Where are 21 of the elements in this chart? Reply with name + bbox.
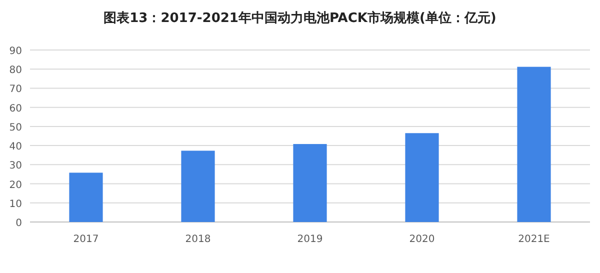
x-tick-label: 2019 — [297, 234, 323, 245]
y-tick-label: 60 — [9, 103, 22, 114]
y-tick-label: 40 — [9, 142, 22, 153]
y-tick-label: 10 — [9, 198, 22, 210]
y-tick-label: 30 — [9, 160, 22, 172]
y-tick-label: 90 — [9, 46, 22, 57]
bar — [69, 172, 103, 222]
bar — [517, 66, 551, 222]
y-tick-label: 70 — [9, 84, 22, 96]
bar — [181, 150, 215, 222]
chart-title: 图表13：2017-2021年中国动力电池PACK市场规模(单位：亿元) — [104, 10, 496, 26]
x-tick-label: 2017 — [73, 234, 99, 245]
y-tick-label: 50 — [9, 122, 22, 134]
bar — [293, 144, 327, 222]
bar — [405, 133, 439, 222]
y-tick-label: 80 — [9, 65, 22, 76]
x-tick-label: 2018 — [185, 234, 211, 245]
x-tick-label: 2020 — [409, 234, 435, 245]
y-tick-label: 20 — [9, 180, 22, 191]
y-tick-label: 0 — [16, 218, 22, 229]
x-tick-label: 2021E — [518, 234, 550, 245]
